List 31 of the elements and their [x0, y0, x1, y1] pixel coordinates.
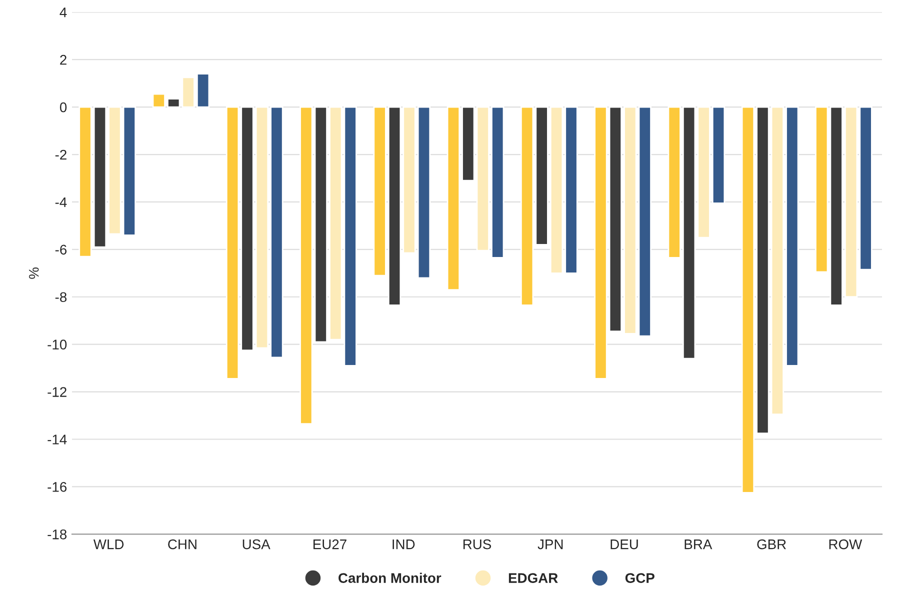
legend-label: GCP	[625, 573, 654, 583]
legend-label: Carbon Monitor	[338, 572, 442, 583]
x-tick-label: GBR	[757, 539, 786, 550]
legend-label: EDGAR	[508, 573, 558, 583]
y-tick-label: 0	[60, 102, 67, 112]
bar	[815, 106, 828, 273]
x-tick-label: DEU	[610, 540, 638, 550]
y-tick-label: 4	[60, 8, 67, 18]
y-tick-label: -16	[48, 482, 67, 492]
y-tick-label: -6	[55, 244, 67, 255]
x-tick-label: BRA	[684, 540, 712, 550]
x-tick-label: JPN	[538, 540, 563, 550]
y-tick-label: -10	[48, 340, 67, 350]
x-tick-label: RUS	[463, 539, 492, 550]
bar	[638, 106, 652, 337]
x-tick-label: USA	[242, 539, 270, 550]
x-tick-label: EU27	[313, 539, 346, 550]
y-tick-label: -8	[55, 292, 67, 302]
y-tick-label: 2	[60, 54, 66, 65]
y-tick-label: -4	[55, 197, 67, 207]
x-tick-label: IND	[392, 540, 415, 550]
x-tick-label: CHN	[168, 539, 196, 550]
y-axis-title: %	[28, 267, 39, 279]
x-tick-label: WLD	[93, 540, 124, 550]
y-tick-label: -14	[48, 434, 67, 444]
bar	[300, 106, 313, 425]
y-tick-label: -18	[48, 529, 67, 540]
bar	[344, 106, 357, 366]
x-tick-label: ROW	[829, 539, 862, 550]
y-tick-label: -2	[55, 150, 66, 160]
y-tick-label: -12	[48, 387, 66, 397]
